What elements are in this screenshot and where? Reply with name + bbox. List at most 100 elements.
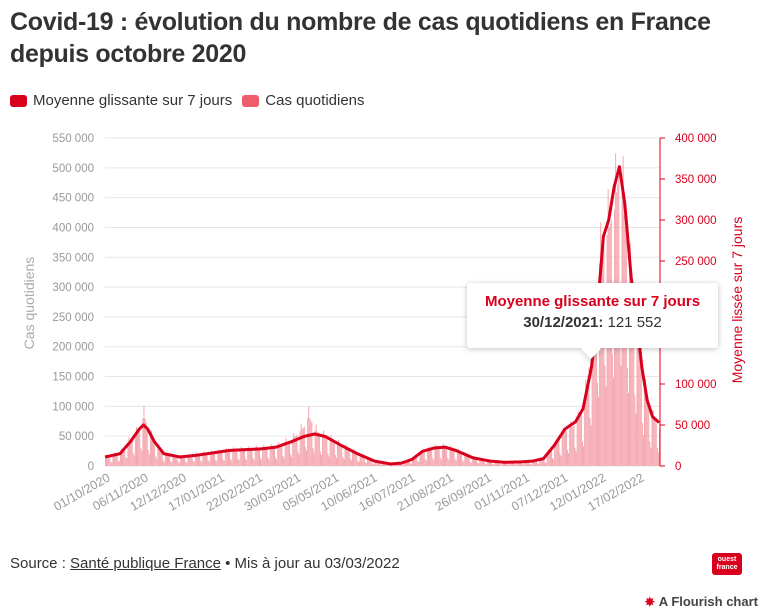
ouest-france-logo[interactable]: ouest france xyxy=(712,553,742,575)
bar-cas-quotidiens xyxy=(290,454,291,466)
bar-cas-quotidiens xyxy=(515,464,517,466)
y-tick-right-label: 350 000 xyxy=(675,174,717,186)
bar-cas-quotidiens xyxy=(580,413,582,466)
bar-cas-quotidiens xyxy=(419,453,421,466)
bar-cas-quotidiens xyxy=(217,452,219,466)
source-prefix: Source : xyxy=(10,555,71,572)
bar-cas-quotidiens xyxy=(429,449,431,466)
bar-cas-quotidiens xyxy=(593,317,595,466)
y-tick-right-label: 400 000 xyxy=(675,133,717,145)
bar-cas-quotidiens xyxy=(452,449,454,466)
bar-cas-quotidiens xyxy=(205,453,207,466)
bar-cas-quotidiens xyxy=(368,457,370,466)
bar-cas-quotidiens xyxy=(223,460,225,466)
bar-cas-quotidiens xyxy=(613,377,614,466)
bar-cas-quotidiens xyxy=(479,458,481,466)
bar-cas-quotidiens xyxy=(556,442,558,466)
bar-cas-quotidiens xyxy=(330,435,332,466)
bar-cas-quotidiens xyxy=(363,456,365,466)
bar-cas-quotidiens xyxy=(286,441,288,466)
legend-item-moyenne[interactable]: Moyenne glissante sur 7 jours xyxy=(10,92,232,109)
flourish-credit[interactable]: ✸ A Flourish chart xyxy=(645,594,758,609)
bar-cas-quotidiens xyxy=(268,459,270,466)
bar-cas-quotidiens xyxy=(209,453,211,466)
bar-cas-quotidiens xyxy=(227,450,229,466)
bar-cas-quotidiens xyxy=(334,455,336,466)
bar-cas-quotidiens xyxy=(418,461,420,466)
legend: Moyenne glissante sur 7 jours Cas quotid… xyxy=(10,92,375,109)
bar-cas-quotidiens xyxy=(471,457,473,466)
source-link[interactable]: Santé publique France xyxy=(70,555,221,572)
bar-cas-quotidiens xyxy=(172,455,174,466)
bar-cas-quotidiens xyxy=(631,287,633,466)
line-series-moyenne xyxy=(104,165,661,466)
bar-cas-quotidiens xyxy=(196,453,198,466)
bar-cas-quotidiens xyxy=(229,450,231,466)
bar-cas-quotidiens xyxy=(280,444,282,466)
bar-cas-quotidiens xyxy=(568,453,570,466)
bar-cas-quotidiens xyxy=(261,459,263,466)
bar-cas-quotidiens xyxy=(581,441,583,466)
bar-cas-quotidiens xyxy=(312,447,314,466)
y-tick-left-label: 500 000 xyxy=(52,163,94,175)
legend-swatch-cas xyxy=(242,94,260,107)
bar-cas-quotidiens xyxy=(512,462,514,466)
legend-item-cas[interactable]: Cas quotidiens xyxy=(242,92,365,109)
bar-cas-quotidiens xyxy=(249,449,251,466)
bar-cas-quotidiens xyxy=(454,458,456,466)
bar-cas-quotidiens xyxy=(178,462,180,466)
bar-cas-quotidiens xyxy=(325,437,327,466)
bar-cas-quotidiens xyxy=(457,448,459,466)
bar-cas-quotidiens xyxy=(440,459,442,466)
bar-cas-quotidiens xyxy=(149,434,151,466)
bar-cas-quotidiens xyxy=(513,462,515,466)
bar-cas-quotidiens xyxy=(504,462,506,466)
bar-cas-quotidiens xyxy=(124,447,126,466)
bar-cas-quotidiens xyxy=(284,442,286,466)
bar-cas-quotidiens xyxy=(533,460,535,466)
bar-cas-quotidiens xyxy=(214,452,216,466)
bar-cas-quotidiens xyxy=(563,432,565,466)
bar-cas-quotidiens xyxy=(493,464,495,466)
bar-cas-quotidiens xyxy=(115,454,117,466)
bar-cas-quotidiens xyxy=(603,246,605,466)
bar-cas-quotidiens xyxy=(543,458,545,466)
legend-label-cas: Cas quotidiens xyxy=(265,92,365,109)
bar-cas-quotidiens xyxy=(291,456,293,466)
bar-cas-quotidiens xyxy=(189,455,191,466)
bar-cas-quotidiens xyxy=(544,462,546,466)
bar-cas-quotidiens xyxy=(105,458,106,466)
bar-cas-quotidiens xyxy=(356,453,358,466)
bar-cas-quotidiens xyxy=(384,462,386,466)
bar-cas-quotidiens xyxy=(253,459,255,466)
bar-cas-quotidiens xyxy=(233,447,235,466)
bar-cas-quotidiens xyxy=(162,460,164,466)
bar-cas-quotidiens xyxy=(343,459,345,466)
bar-cas-quotidiens xyxy=(188,453,190,466)
bar-cas-quotidiens xyxy=(153,440,155,466)
bar-cas-quotidiens xyxy=(174,456,176,466)
bar-cas-quotidiens xyxy=(536,460,537,466)
bar-cas-quotidiens xyxy=(619,331,621,466)
bar-cas-quotidiens xyxy=(588,367,590,466)
bar-cas-quotidiens xyxy=(459,451,460,466)
bar-cas-quotidiens xyxy=(164,454,166,466)
chart-area[interactable]: 0 50 000 100 000 150 000 200 000 250 000 300 0… xyxy=(0,120,770,530)
bar-cas-quotidiens xyxy=(340,444,342,466)
bar-cas-quotidiens xyxy=(511,462,513,466)
bar-cas-quotidiens xyxy=(133,455,135,466)
bar-cas-quotidiens xyxy=(427,446,429,466)
bar-cas-quotidiens xyxy=(309,417,311,466)
bar-cas-quotidiens xyxy=(215,459,217,466)
bar-cas-quotidiens xyxy=(484,463,486,466)
bar-cas-quotidiens xyxy=(644,384,645,466)
y-tick-right-label: 100 000 xyxy=(675,379,717,391)
bar-cas-quotidiens xyxy=(531,461,533,466)
bar-cas-quotidiens xyxy=(519,461,521,466)
bar-cas-quotidiens xyxy=(635,413,637,466)
bar-cas-quotidiens xyxy=(317,432,319,466)
bar-cas-quotidiens xyxy=(639,351,641,466)
bar-cas-quotidiens xyxy=(602,250,604,466)
bar-cas-quotidiens xyxy=(442,443,444,466)
bar-cas-quotidiens xyxy=(107,457,109,466)
